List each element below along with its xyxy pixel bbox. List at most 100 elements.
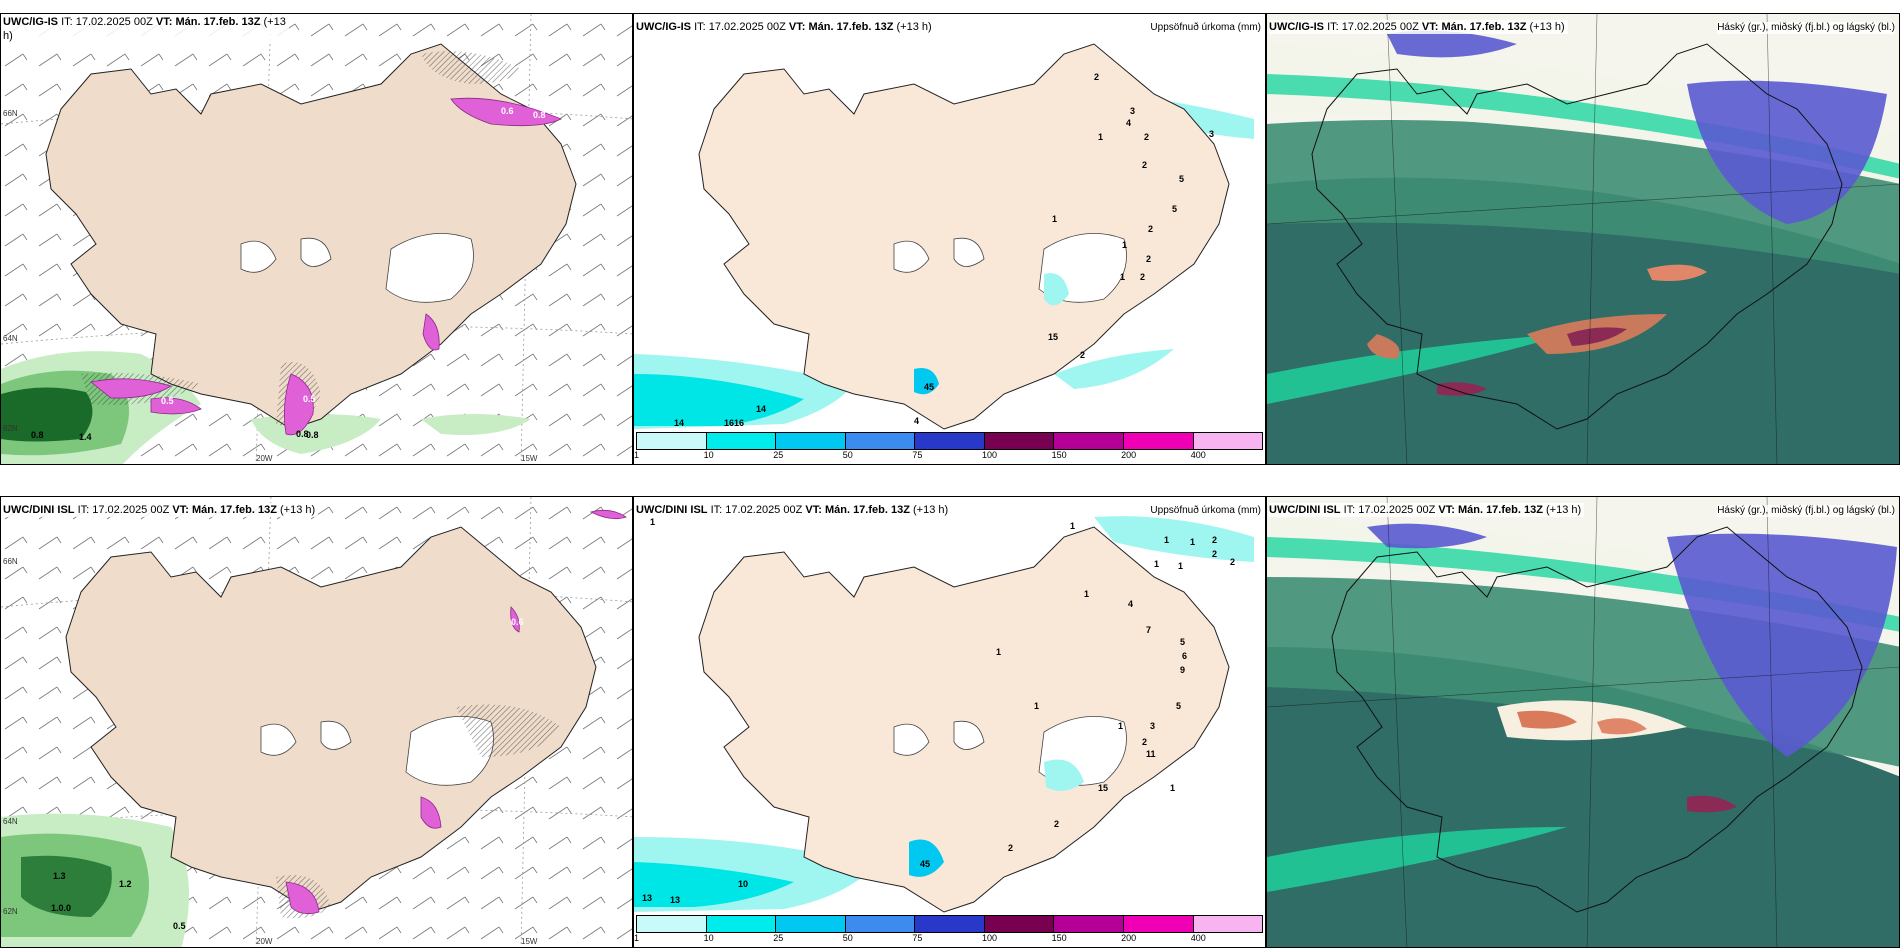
title-model: UWC/DINI ISL [3,504,75,516]
precip-value: 5 [1179,174,1185,184]
colorbar-box [845,916,916,932]
precip-value: 1 [650,517,656,527]
precip-value: 2 [1212,535,1218,545]
axis-label: 62N [3,907,18,916]
title-vt: Mán. 17.feb. 13Z [1457,504,1543,516]
precip-value: 2 [1094,72,1100,82]
value-label: 1.4 [79,432,92,442]
precip-value: 15 [1098,783,1109,793]
panel-title: UWC/IG-IS IT: 17.02.2025 00Z VT: Mán. 17… [3,15,289,43]
axis-label: 20W [256,937,273,946]
precip-value: 10 [738,879,749,889]
panel-precip-igis: UWC/IG-IS IT: 17.02.2025 00Z VT: Mán. 17… [633,13,1266,465]
precip-value: 1 [1190,537,1196,547]
title-vt: Mán. 17.feb. 13Z [1441,21,1527,33]
title-it: 17.02.2025 00Z [725,504,803,516]
title-vt-label: VT: [172,504,189,516]
cloud-map [1267,497,1899,947]
axis-label: 15W [521,454,538,463]
value-label: 0.6 [511,617,524,627]
value-label: 0.6 [501,106,514,116]
colorbar-box [915,916,985,932]
colorbar-box [776,916,846,932]
colorbar-tick: 10 [703,450,714,460]
colorbar-tick: 150 [1051,933,1067,943]
wind-map [1,497,632,947]
field-label: Uppsöfnuð úrkoma (mm) [1150,22,1261,34]
panel-title: UWC/IG-IS IT: 17.02.2025 00Z VT: Mán. 17… [1269,20,1568,34]
colorbar-ticks: 1 10 25 50 75 100 150 200 400 [634,450,1263,462]
precip-value: 16 [724,418,735,428]
precip-value: 4 [1128,599,1134,609]
colorbar-box [984,433,1055,449]
title-lead: (+13 h) [280,504,316,516]
title-vt: Mán. 17.feb. 13Z [824,504,910,516]
panel-title: UWC/DINI ISL IT: 17.02.2025 00Z VT: Mán.… [3,503,319,517]
title-vt: Mán. 17.feb. 13Z [808,21,894,33]
precip-value: 4 [914,416,920,426]
value-label: 0.5 [173,921,186,931]
panel-title: UWC/DINI ISL IT: 17.02.2025 00Z VT: Mán.… [636,503,952,517]
title-lead: (+13 [263,16,286,28]
precip-value: 2 [1142,737,1148,747]
axis-label: 20W [256,454,273,463]
precip-value: 3 [1209,129,1215,139]
precip-value: 1 [1070,521,1076,531]
colorbar-tick: 200 [1121,450,1137,460]
title-it: 17.02.2025 00Z [1358,504,1436,516]
precip-colorbar: 1 10 25 50 75 100 150 200 400 [634,432,1263,462]
precip-value: 45 [920,859,931,869]
precip-value: 13 [642,893,653,903]
precip-value: 15 [1048,332,1059,342]
title-it: 17.02.2025 00Z [1341,21,1419,33]
panel-title: UWC/DINI ISL IT: 17.02.2025 00Z VT: Mán.… [1269,503,1585,517]
colorbar-box [1193,916,1263,932]
title-lead-cont: h) [3,30,13,42]
title-model: UWC/IG-IS [1269,21,1324,33]
precip-value: 2 [1230,557,1236,567]
precip-value: 5 [1176,701,1182,711]
title-lead: (+13 h) [913,504,949,516]
value-label: 0.5 [303,394,316,404]
precip-value: 2 [1142,160,1148,170]
colorbar-tick: 1 [634,933,640,943]
panel-wind-igis: UWC/IG-IS IT: 17.02.2025 00Z VT: Mán. 17… [0,13,633,465]
field-label: Uppsöfnuð úrkoma (mm) [1150,505,1261,517]
precip-value: 14 [674,418,685,428]
title-vt: Mán. 17.feb. 13Z [175,16,261,28]
precip-value: 7 [1146,625,1152,635]
precip-value: 4 [1126,118,1132,128]
colorbar-box [1193,433,1263,449]
title-lead: (+13 h) [1529,21,1565,33]
title-it: 17.02.2025 00Z [708,21,786,33]
field-label: Háský (gr.), miðský (fj.bl.) og lágský (… [1717,505,1895,517]
precip-value: 2 [1054,819,1060,829]
colorbar-boxes [636,915,1263,933]
title-vt: Mán. 17.feb. 13Z [191,504,277,516]
precip-value: 5 [1180,637,1186,647]
title-it-label: IT: [694,21,706,33]
colorbar-tick: 50 [842,450,853,460]
axis-label: 66N [3,109,18,118]
title-vt-label: VT: [805,504,822,516]
colorbar-tick: 100 [981,450,998,460]
panel-title: UWC/IG-IS IT: 17.02.2025 00Z VT: Mán. 17… [636,20,935,34]
title-it-label: IT: [61,16,73,28]
colorbar-tick: 400 [1190,933,1206,943]
precip-value: 2 [1146,254,1152,264]
precip-value: 1 [1034,701,1040,711]
precip-value: 2 [1008,843,1014,853]
panel-precip-dini: UWC/DINI ISL IT: 17.02.2025 00Z VT: Mán.… [633,496,1266,948]
colorbar-tick: 1 [634,450,640,460]
precip-value: 3 [1130,106,1136,116]
value-label: 0.8 [306,430,319,440]
panel-cloud-dini: UWC/DINI ISL IT: 17.02.2025 00Z VT: Mán.… [1266,496,1900,948]
precip-value: 2 [1144,132,1150,142]
colorbar-box [1054,433,1124,449]
title-model: UWC/DINI ISL [1269,504,1341,516]
precip-value: 2 [1080,350,1086,360]
value-label: 0.5 [161,396,174,406]
colorbar-box [706,433,777,449]
title-lead: (+13 h) [896,21,932,33]
title-model: UWC/IG-IS [3,16,58,28]
